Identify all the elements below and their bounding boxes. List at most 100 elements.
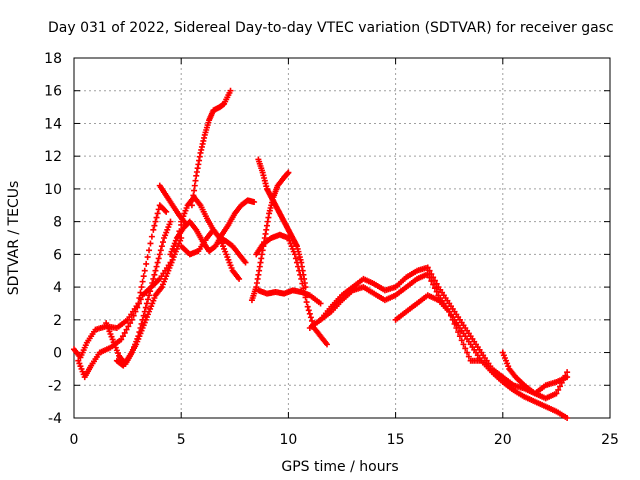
x-tick-label: 0	[70, 432, 79, 448]
data-point	[141, 267, 148, 274]
data-point	[428, 278, 435, 285]
data-point	[446, 308, 453, 315]
data-point	[143, 300, 150, 307]
data-point	[156, 251, 163, 258]
x-tick-label: 15	[387, 432, 405, 448]
y-tick-label: 8	[53, 215, 62, 231]
data-point	[151, 271, 158, 278]
data-point	[143, 260, 150, 267]
data-point	[555, 386, 562, 393]
data-point	[146, 292, 153, 299]
y-tick-label: -4	[48, 411, 62, 427]
y-tick-label: 14	[44, 116, 62, 132]
data-point	[451, 320, 458, 327]
data-point	[157, 247, 164, 254]
x-tick-label: 10	[279, 432, 297, 448]
data-point	[302, 294, 309, 301]
data-point	[453, 325, 460, 331]
data-point	[431, 285, 438, 292]
data-point	[118, 336, 125, 343]
data-point	[293, 259, 300, 266]
data-point	[553, 390, 560, 397]
data-point	[153, 214, 160, 221]
data-point	[167, 218, 174, 225]
series-track-g	[167, 197, 258, 258]
data-point	[144, 296, 151, 303]
series-track-o	[306, 271, 571, 421]
data-point	[460, 341, 467, 348]
data-point	[150, 226, 157, 233]
data-points	[71, 87, 571, 421]
data-point	[163, 208, 170, 215]
series-track-j	[248, 169, 292, 304]
data-point	[152, 218, 159, 225]
data-point	[154, 210, 161, 217]
series-track-e	[156, 182, 189, 227]
data-point	[558, 379, 565, 386]
data-point	[564, 369, 571, 376]
data-point	[305, 307, 312, 314]
data-point	[155, 206, 162, 213]
data-point	[433, 288, 440, 295]
data-point	[285, 169, 292, 176]
data-point	[139, 278, 146, 285]
data-point	[299, 280, 306, 287]
y-tick-label: 18	[44, 51, 62, 67]
data-point	[123, 326, 130, 333]
data-point	[149, 280, 156, 286]
data-point	[430, 281, 437, 288]
data-point	[295, 263, 302, 270]
data-point	[154, 259, 161, 266]
axis-ticks: 0 5 10 15 20 25 -4 -2 0 2 4 6 8 10 12 14 16 18	[44, 51, 619, 448]
data-point	[155, 255, 162, 262]
data-point	[159, 239, 166, 246]
y-tick-label: 10	[44, 182, 62, 198]
chart-title: Day 031 of 2022, Sidereal Day-to-day VTE…	[48, 20, 614, 36]
data-point	[308, 317, 315, 324]
data-point	[146, 247, 153, 254]
series-track-q	[499, 349, 571, 402]
data-point	[132, 308, 139, 315]
data-point	[125, 323, 132, 330]
data-point	[251, 199, 258, 205]
data-point	[462, 345, 469, 352]
series-track-f	[188, 87, 234, 209]
data-point	[317, 300, 324, 307]
data-point	[130, 312, 137, 319]
x-tick-label: 25	[601, 432, 619, 448]
data-point	[147, 240, 154, 247]
data-point	[152, 267, 159, 274]
data-point	[140, 312, 147, 319]
data-point	[560, 376, 567, 383]
y-tick-label: 4	[53, 280, 62, 296]
data-point	[153, 263, 160, 270]
data-point	[433, 280, 440, 287]
data-point	[134, 304, 141, 311]
data-point	[151, 222, 158, 229]
data-point	[127, 320, 134, 327]
x-axis-label: GPS time / hours	[281, 459, 398, 475]
data-point	[456, 333, 463, 340]
data-point	[142, 304, 149, 311]
series-track-d	[113, 235, 185, 369]
data-point	[128, 316, 135, 323]
data-point	[138, 284, 145, 291]
data-point	[424, 264, 431, 271]
data-point	[556, 383, 563, 390]
data-point	[449, 316, 456, 323]
y-tick-label: -2	[48, 378, 62, 394]
data-point	[242, 259, 249, 266]
data-point	[292, 255, 299, 262]
y-axis-label: SDTVAR / TECUs	[6, 181, 22, 296]
data-point	[147, 288, 154, 295]
data-point	[307, 314, 314, 321]
data-point	[236, 275, 243, 282]
data-point	[426, 267, 433, 274]
data-point	[447, 312, 454, 319]
data-point	[119, 333, 126, 340]
data-point	[424, 271, 431, 277]
data-point	[150, 275, 157, 282]
data-point	[298, 275, 305, 282]
x-tick-label: 5	[177, 432, 186, 448]
